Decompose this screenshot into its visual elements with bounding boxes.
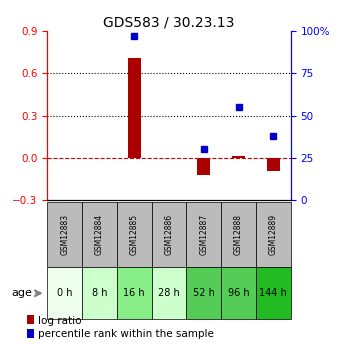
Text: GSM12883: GSM12883 xyxy=(60,214,69,255)
Text: 8 h: 8 h xyxy=(92,288,107,298)
Text: log ratio: log ratio xyxy=(38,316,81,325)
Text: age: age xyxy=(11,288,32,298)
Bar xyxy=(197,158,210,175)
Bar xyxy=(128,58,141,158)
Text: 52 h: 52 h xyxy=(193,288,215,298)
Text: GSM12888: GSM12888 xyxy=(234,214,243,255)
Text: GSM12884: GSM12884 xyxy=(95,214,104,255)
Text: 96 h: 96 h xyxy=(228,288,249,298)
Text: 144 h: 144 h xyxy=(260,288,287,298)
Title: GDS583 / 30.23.13: GDS583 / 30.23.13 xyxy=(103,16,235,30)
Text: GSM12886: GSM12886 xyxy=(165,214,173,255)
Text: 0 h: 0 h xyxy=(57,288,72,298)
Text: GSM12889: GSM12889 xyxy=(269,214,278,255)
Text: 28 h: 28 h xyxy=(158,288,180,298)
Text: 16 h: 16 h xyxy=(123,288,145,298)
Bar xyxy=(267,158,280,170)
Text: percentile rank within the sample: percentile rank within the sample xyxy=(38,329,214,339)
Text: GSM12887: GSM12887 xyxy=(199,214,208,255)
Bar xyxy=(232,156,245,158)
Text: GSM12885: GSM12885 xyxy=(130,214,139,255)
